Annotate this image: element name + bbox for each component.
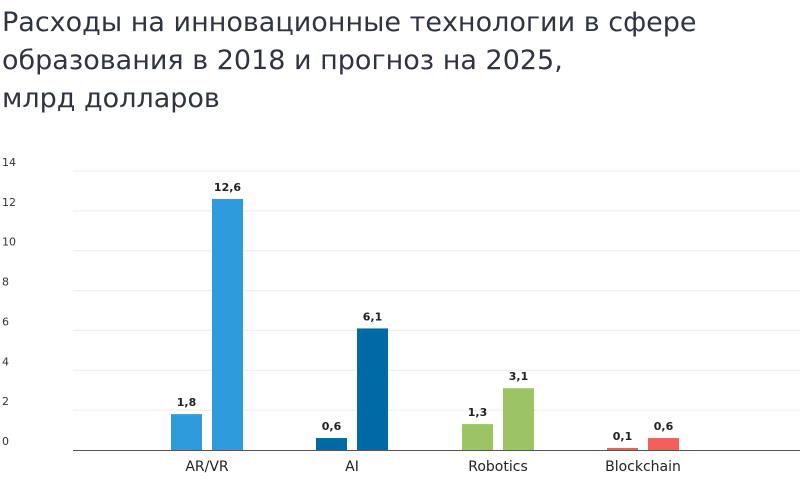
x-category-label: Robotics <box>468 459 528 475</box>
bar-2018 <box>171 414 202 450</box>
y-tick-label: 2 <box>2 395 9 408</box>
x-category-label: Blockchain <box>605 459 681 475</box>
y-tick-label: 10 <box>2 236 16 249</box>
y-tick-label: 0 <box>2 435 9 448</box>
x-category-label: AI <box>345 459 359 475</box>
data-label-2018: 1,3 <box>468 406 488 419</box>
chart-title-line-3: млрд долларов <box>2 83 220 114</box>
data-label-2018: 1,8 <box>177 396 197 409</box>
data-label-2025: 6,1 <box>363 310 383 323</box>
bar-2025 <box>648 438 679 450</box>
y-tick-label: 4 <box>2 355 9 368</box>
data-label-2018: 0,6 <box>322 420 342 433</box>
chart-title-line-1: Расходы на инновационные технологии в сф… <box>2 7 697 38</box>
bar-2018 <box>316 438 347 450</box>
chart-title: Расходы на инновационные технологии в сф… <box>2 4 792 118</box>
data-label-2018: 0,1 <box>613 430 633 443</box>
bar-2025 <box>357 328 388 450</box>
chart-title-line-2: образования в 2018 и прогноз на 2025, <box>2 45 563 76</box>
data-label-2025: 12,6 <box>214 181 241 194</box>
bar-2018 <box>607 448 638 450</box>
x-category-label: AR/VR <box>185 459 229 475</box>
data-label-2025: 3,1 <box>509 370 529 383</box>
data-label-2025: 0,6 <box>654 420 674 433</box>
y-tick-label: 12 <box>2 196 16 209</box>
y-tick-label: 8 <box>2 276 9 289</box>
y-tick-label: 6 <box>2 315 9 328</box>
bar-2025 <box>503 388 534 450</box>
bar-2018 <box>462 424 493 450</box>
y-tick-label: 14 <box>2 156 16 169</box>
bar-2025 <box>212 198 243 450</box>
